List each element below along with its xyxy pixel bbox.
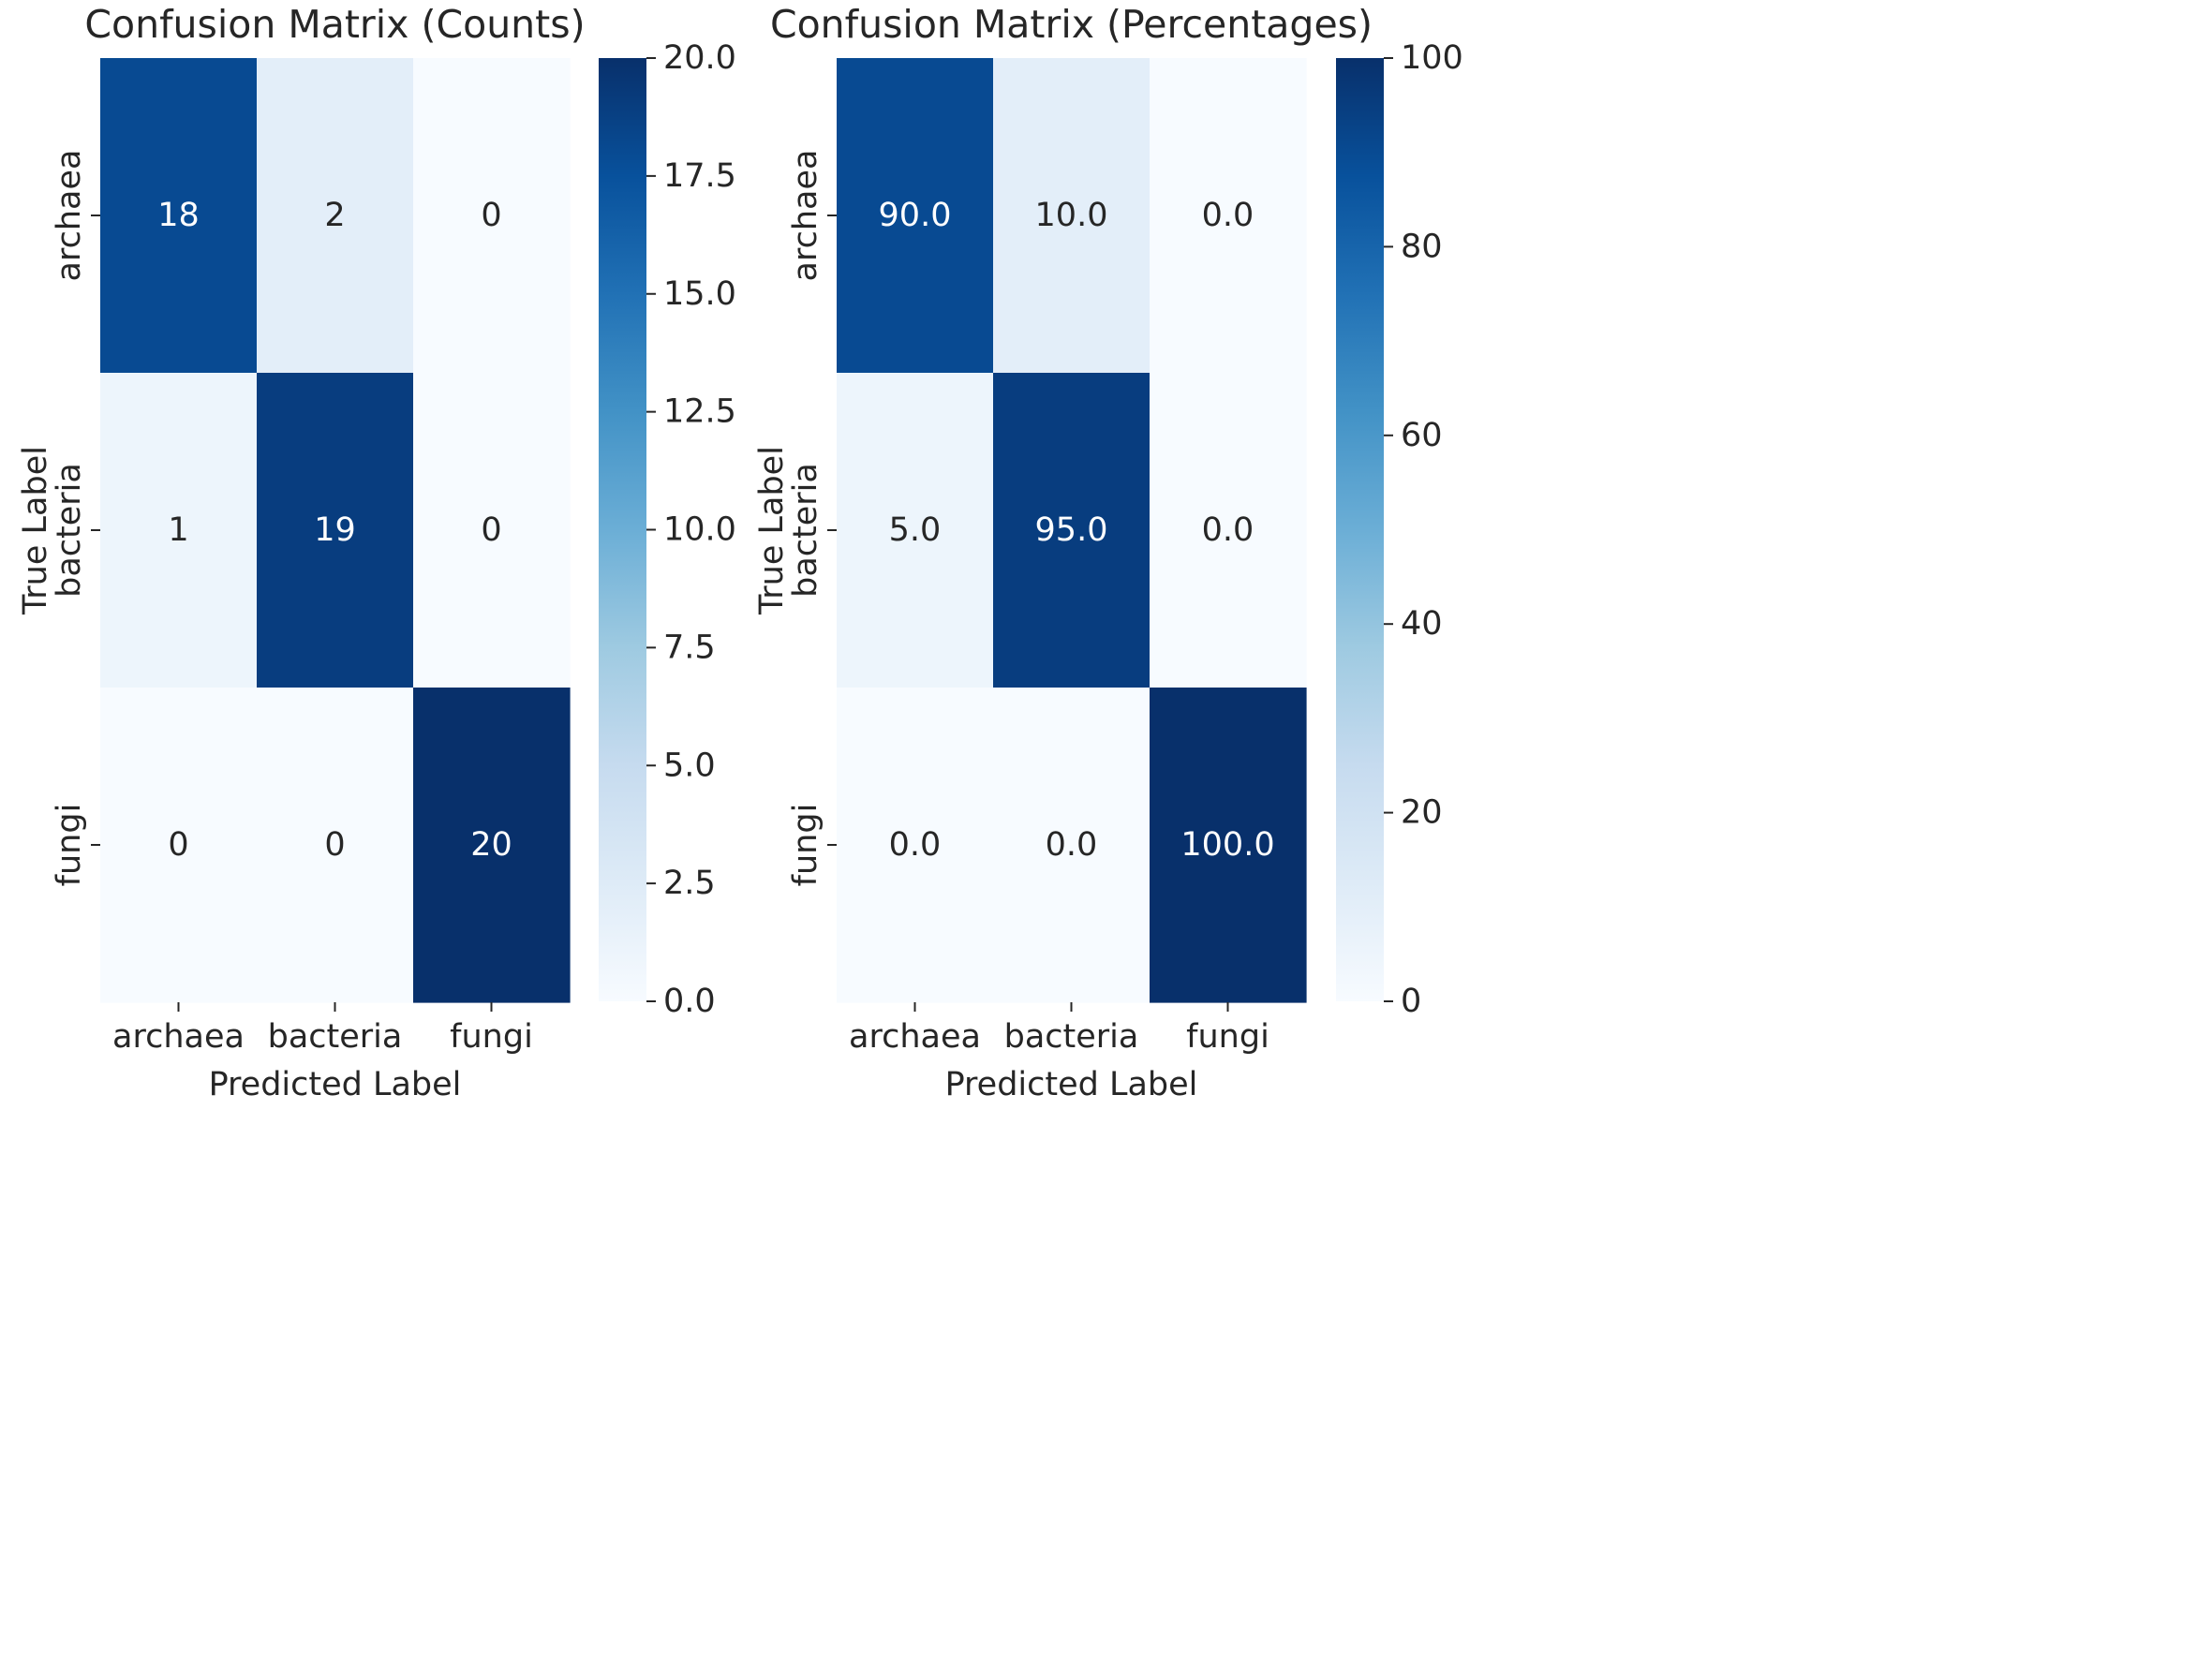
x-axis-label: Predicted Label [209, 1066, 462, 1103]
colorbar-tick-label: 0 [1401, 983, 1421, 1020]
heatmap-cell [837, 688, 994, 1003]
colorbar-tick-label: 20.0 [663, 39, 736, 77]
cell-value-label: 0 [481, 197, 501, 234]
y-tick-label: fungi [787, 804, 824, 887]
cell-value-label: 20 [470, 826, 512, 864]
colorbar [599, 58, 646, 1001]
heatmap-cell [100, 373, 258, 688]
colorbar-tick-label: 40 [1401, 605, 1443, 643]
heatmap-cell [413, 58, 571, 374]
cell-value-label: 90.0 [879, 197, 952, 234]
heatmap-cell [100, 58, 258, 374]
cell-value-label: 0.0 [889, 826, 942, 864]
y-tick-label: archaea [787, 150, 824, 282]
cell-value-label: 0 [324, 826, 345, 864]
heatmap-cell [993, 58, 1151, 374]
colorbar-tick-label: 15.0 [663, 275, 736, 313]
x-tick-label: bacteria [268, 1018, 403, 1056]
colorbar-tick-label: 100 [1401, 39, 1463, 77]
cell-value-label: 95.0 [1035, 511, 1108, 549]
heatmap-cell [413, 688, 571, 1003]
heatmap-cell [257, 688, 414, 1003]
y-tick-label: fungi [51, 804, 88, 887]
x-tick-label: fungi [1186, 1018, 1269, 1056]
y-tick-label: bacteria [51, 463, 88, 598]
cell-value-label: 18 [157, 197, 200, 234]
cell-value-label: 100.0 [1180, 826, 1274, 864]
colorbar-tick-label: 17.5 [663, 157, 736, 195]
heatmap-cell [257, 58, 414, 374]
colorbar-tick-label: 7.5 [663, 629, 716, 666]
cell-value-label: 0 [481, 511, 501, 549]
colorbar [1336, 58, 1384, 1001]
y-tick-label: bacteria [787, 463, 824, 598]
colorbar-tick-label: 5.0 [663, 747, 716, 784]
heatmap-cell [837, 58, 994, 374]
colorbar-tick-label: 12.5 [663, 393, 736, 431]
heatmap-cell [257, 373, 414, 688]
y-axis-label: True Label [753, 446, 791, 615]
cell-value-label: 0.0 [1046, 826, 1098, 864]
x-tick-label: archaea [112, 1018, 245, 1056]
heatmap-cell [1150, 688, 1307, 1003]
percentages-heatmap-panel: 90.0 10.0 0.0 5.0 95.0 0.0 0.0 0.0 100.0 archaea b… [753, 2, 1463, 1103]
x-tick-label: archaea [849, 1018, 981, 1056]
x-tick-label: fungi [450, 1018, 533, 1056]
cell-value-label: 1 [168, 511, 188, 549]
y-axis-label: True Label [17, 446, 54, 615]
colorbar-tick-label: 0.0 [663, 983, 716, 1020]
cell-value-label: 5.0 [889, 511, 942, 549]
colorbar-tick-label: 80 [1401, 228, 1443, 265]
heatmap-cell [993, 688, 1151, 1003]
x-axis-label: Predicted Label [945, 1066, 1198, 1103]
cell-value-label: 0 [168, 826, 188, 864]
colorbar-tick-label: 10.0 [663, 511, 736, 549]
chart-title: Confusion Matrix (Percentages) [770, 2, 1373, 47]
cell-value-label: 0.0 [1202, 197, 1254, 234]
colorbar-tick-label: 60 [1401, 417, 1443, 454]
colorbar-tick-label: 20 [1401, 794, 1443, 832]
heatmap-cell [1150, 373, 1307, 688]
heatmap-cell [413, 373, 571, 688]
y-tick-label: archaea [51, 150, 88, 282]
cell-value-label: 0.0 [1202, 511, 1254, 549]
heatmap-cell [993, 373, 1151, 688]
heatmap-cell [100, 688, 258, 1003]
x-tick-label: bacteria [1004, 1018, 1139, 1056]
heatmap-cell [1150, 58, 1307, 374]
cell-value-label: 19 [314, 511, 356, 549]
heatmap-cell [837, 373, 994, 688]
colorbar-tick-label: 2.5 [663, 865, 716, 902]
cell-value-label: 10.0 [1035, 197, 1108, 234]
cell-value-label: 2 [324, 197, 345, 234]
chart-title: Confusion Matrix (Counts) [84, 2, 585, 47]
